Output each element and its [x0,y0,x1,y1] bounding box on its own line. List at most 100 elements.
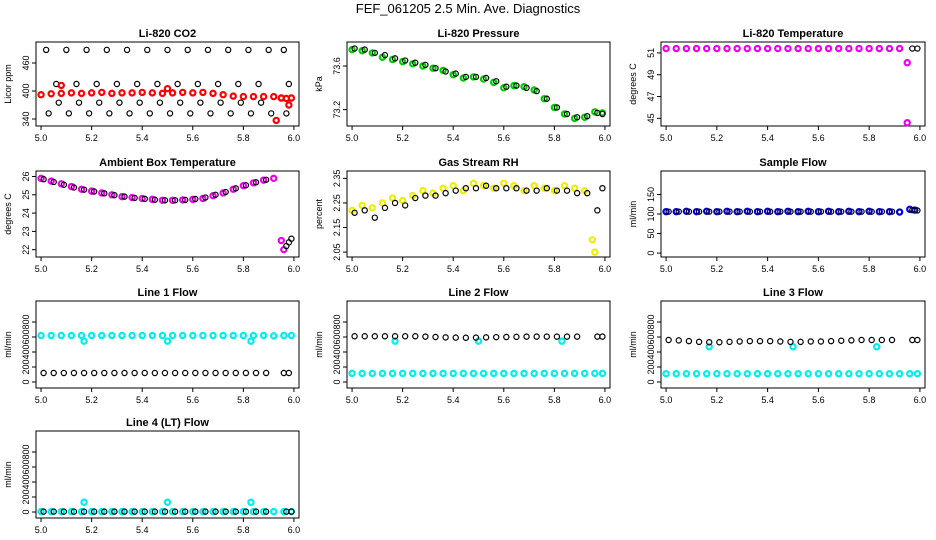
data-point [885,370,894,378]
data-point [73,80,80,88]
x-tick-label: 5.2 [396,395,409,405]
data-point [570,184,579,192]
data-point [219,331,227,340]
data-point [855,370,863,378]
data-point [50,178,57,186]
data-point [452,187,459,194]
data-point [513,333,520,341]
data-point [229,331,237,340]
data-point [753,207,762,216]
data-point [249,331,258,340]
x-tick-label: 5.4 [136,525,149,535]
data-point [182,196,189,204]
data-point [743,207,752,215]
x-tick-label: 6.0 [288,525,301,535]
data-point [214,80,222,88]
data-point [277,94,285,102]
data-point [197,99,204,106]
data-point [270,174,278,183]
data-point [685,208,693,215]
data-point [98,507,106,516]
data-point [432,333,439,341]
data-point [168,196,177,204]
y-tick-label: 2.05 [332,243,342,261]
data-point [911,206,919,214]
series-green [348,45,607,123]
y-axis-label: ml/min [3,461,13,488]
data-point [858,208,865,215]
data-point [381,204,389,212]
data-point [449,369,457,378]
data-point [202,194,209,201]
x-tick-label: 5.8 [237,395,250,405]
data-point [351,209,358,216]
data-point [797,338,804,346]
data-point [560,182,569,190]
data-point [247,110,255,117]
data-point [111,369,118,377]
series-blue [662,205,919,216]
data-point [47,507,55,516]
data-point [560,369,569,378]
x-tick-label: 5.2 [396,133,409,143]
data-point [144,46,151,54]
data-point [885,44,894,53]
x-tick-label: 5.0 [660,133,673,143]
data-point [766,208,774,215]
data-point [259,92,268,101]
data-point [187,110,194,117]
series-black [40,508,295,515]
data-point [285,369,293,377]
x-tick-label: 5.4 [761,264,774,274]
data-point [469,179,478,187]
data-point [37,507,45,516]
x-tick-label: 6.0 [914,395,927,405]
x-tick-label: 5.4 [136,395,149,405]
x-tick-label: 5.2 [711,264,724,274]
y-tick-label: 45 [646,113,656,123]
data-point [37,91,45,99]
data-point [591,369,599,378]
data-point [794,44,802,53]
plot-frame [35,300,300,389]
data-point [914,336,921,344]
series-magenta [37,174,288,254]
data-point [77,331,86,340]
data-point [267,110,275,117]
data-point [67,507,76,516]
data-point [80,498,88,506]
data-point [716,208,723,215]
data-point [158,196,167,204]
y-tick-label: 0 [21,379,31,384]
data-point [108,191,116,199]
series-black [40,369,293,377]
data-point [845,207,853,215]
data-point [154,80,161,88]
chart-title: Li-820 CO2 [139,28,196,40]
data-point [401,57,409,64]
data-point [212,369,219,377]
data-point [388,194,397,202]
x-tick-label: 5.6 [187,133,200,143]
data-point [83,46,90,54]
data-point [222,508,229,515]
x-tick-label: 5.8 [237,133,250,143]
data-point [70,369,78,377]
data-point [543,95,550,102]
x-tick-label: 5.0 [660,264,673,274]
data-point [662,370,670,378]
data-point [262,508,270,515]
data-point [723,370,731,378]
data-point [249,179,258,187]
data-point [182,508,189,515]
y-axis-label: Licor ppm [3,64,13,104]
data-point [57,89,65,98]
data-point [736,338,743,345]
data-point [500,369,508,378]
data-point [838,337,845,344]
data-point [361,333,368,340]
data-point [192,508,199,515]
data-point [242,182,250,189]
data-point [878,208,886,215]
data-point [118,192,126,201]
